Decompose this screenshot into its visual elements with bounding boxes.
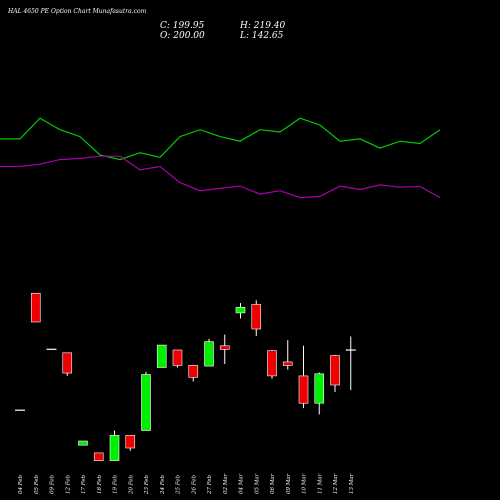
x-tick-label: 13 Mar <box>349 473 355 494</box>
x-tick-label: 09 Mar <box>286 473 292 494</box>
x-tick-label: 10 Mar <box>302 473 308 494</box>
candle-body-2 <box>30 292 41 323</box>
x-tick-label: 04 Mar <box>239 473 245 494</box>
x-tick-label: 17 Feb <box>81 474 87 494</box>
candle-body-12 <box>188 365 199 378</box>
candle-body-21 <box>330 355 340 386</box>
x-tick-label: 12 Feb <box>65 474 71 494</box>
x-tick-label: 24 Feb <box>160 474 166 495</box>
candle-body-9 <box>141 374 151 431</box>
x-tick-label: 05 Feb <box>34 474 40 494</box>
candle-body-4 <box>62 352 73 374</box>
chart-title: HAL 4650 PE Option Chart Munafasutra.com <box>8 8 147 15</box>
candle-body-8 <box>125 435 136 449</box>
candle-body-20 <box>314 373 325 404</box>
close-value: C: 199.95 <box>160 21 205 31</box>
low-value: L: 142.65 <box>240 31 284 41</box>
candle-body-11 <box>172 349 183 366</box>
x-tick-label: 02 Mar <box>223 473 229 494</box>
x-tick-label: 27 Feb <box>207 474 213 495</box>
candle-body-15 <box>235 306 246 314</box>
candle-body-13 <box>204 341 214 367</box>
high-value: H: 219.40 <box>240 21 286 31</box>
x-tick-label: 26 Feb <box>191 474 197 495</box>
candle-body-17 <box>267 350 277 377</box>
candle-body-6 <box>93 452 104 461</box>
x-tick-label: 18 Feb <box>97 474 103 494</box>
candle-body-18 <box>282 361 293 366</box>
open-value: O: 200.00 <box>160 31 205 41</box>
x-tick-label: 23 Feb <box>144 474 150 495</box>
x-tick-label: 12 Mar <box>333 473 339 494</box>
candle-body-7 <box>109 435 120 461</box>
indicator-line-2 <box>0 155 441 199</box>
candle-body-19 <box>298 375 309 404</box>
x-tick-label: 25 Feb <box>176 474 182 495</box>
x-tick-label: 09 Feb <box>50 474 56 494</box>
indicator-line-1 <box>0 117 441 161</box>
candle-body-5 <box>78 440 88 446</box>
candle-body-14 <box>219 345 230 350</box>
candle-body-10 <box>156 344 167 368</box>
candle-body-16 <box>251 304 262 330</box>
x-tick-label: 11 Mar <box>317 473 323 494</box>
x-tick-label: 20 Feb <box>128 474 134 495</box>
x-tick-label: 05 Mar <box>254 473 260 494</box>
x-tick-label: 06 Mar <box>270 473 276 494</box>
x-tick-label: 19 Feb <box>113 474 119 494</box>
x-tick-label: 04 Feb <box>18 474 24 494</box>
